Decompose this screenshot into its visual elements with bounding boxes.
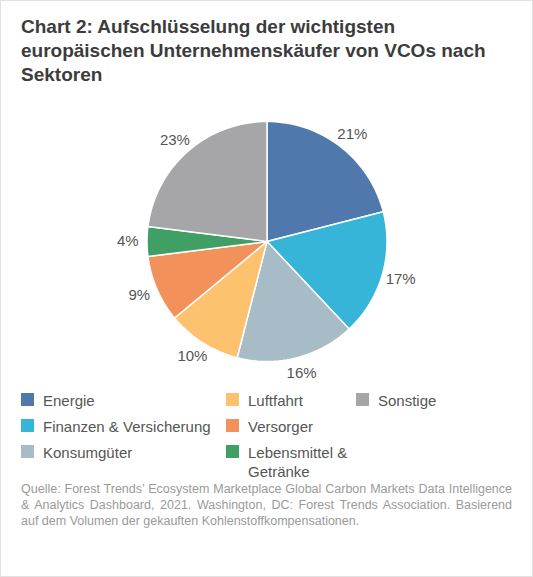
svg-text:9%: 9% — [128, 286, 150, 303]
html-text:Chart 2: Aufschlüsselung der w: Chart 2: Aufschlüsselung der wichtigsten… — [21, 16, 486, 85]
html-text:Finanzen & Versicherung: Finanzen & Versicherung — [43, 418, 211, 435]
html-text:Versorger: Versorger — [248, 418, 313, 435]
html-text:Luftfahrt: Luftfahrt — [248, 392, 303, 409]
html-text:Quelle: Forest Trends’ Ecosyst: Quelle: Forest Trends’ Ecosystem Marketp… — [21, 482, 512, 528]
svg-text:10%: 10% — [177, 347, 207, 364]
svg-text:4%: 4% — [117, 232, 139, 249]
html-text:Energie: Energie — [43, 392, 95, 409]
svg-text:21%: 21% — [337, 125, 367, 142]
html-text:Sonstige: Sonstige — [378, 392, 437, 409]
html-text:Lebensmittel & Getränke: Lebensmittel & Getränke — [248, 444, 348, 480]
html-text:Konsumgüter: Konsumgüter — [43, 444, 133, 461]
svg-text:17%: 17% — [386, 270, 416, 287]
svg-text:23%: 23% — [160, 131, 190, 148]
svg-text:16%: 16% — [287, 364, 317, 381]
